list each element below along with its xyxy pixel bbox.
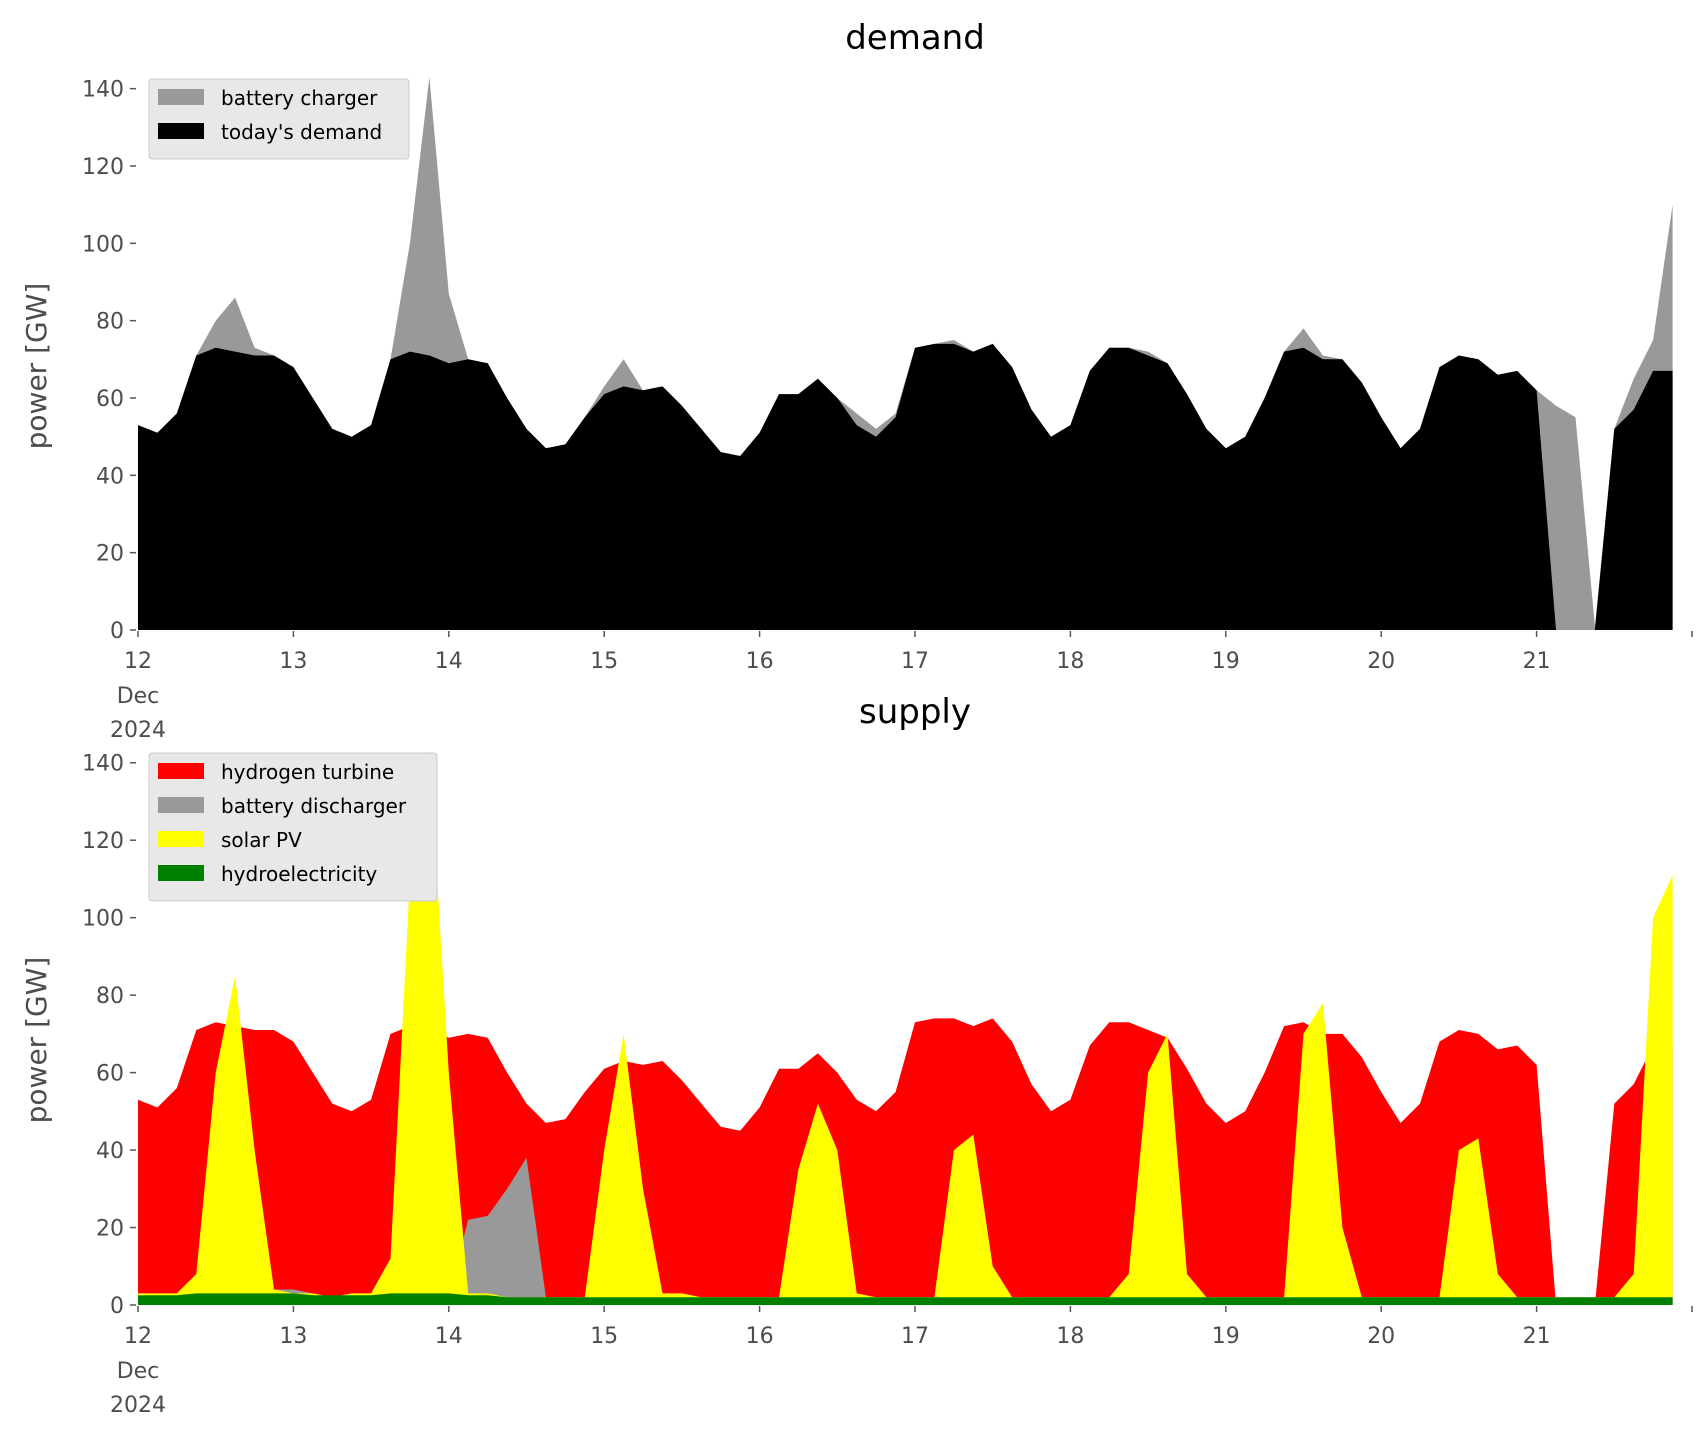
- demand-ylabel: power [GW]: [20, 283, 53, 450]
- legend-label: today's demand: [221, 120, 382, 144]
- x-tick-label: 13: [279, 649, 307, 674]
- area-battery-discharger: [138, 1157, 1673, 1305]
- x-tick-sublabel: Dec: [117, 1359, 160, 1384]
- y-tick-label: 140: [82, 752, 124, 777]
- x-tick-label: 19: [1212, 649, 1240, 674]
- y-tick-label: 120: [82, 155, 124, 180]
- y-tick-label: 120: [82, 829, 124, 854]
- supply-axes: 0 20 40 60 80 100 120 140 12 Dec 2024 13 14 15 16 17 18 1…: [82, 752, 1693, 1418]
- legend-box: [148, 752, 438, 902]
- x-tick-label: 18: [1056, 1324, 1084, 1349]
- supply-title: supply: [859, 692, 971, 732]
- legend-box: [148, 78, 410, 160]
- supply-ylabel: power [GW]: [20, 957, 53, 1124]
- y-tick-label: 80: [96, 984, 124, 1009]
- demand-legend: battery charger today's demand: [148, 78, 410, 160]
- demand-title: demand: [845, 18, 985, 58]
- y-tick-label: 20: [96, 1217, 124, 1242]
- x-tick-label: 12: [124, 649, 152, 674]
- legend-label: battery discharger: [221, 794, 407, 818]
- legend-swatch: [158, 763, 204, 779]
- y-tick-label: 0: [110, 619, 124, 644]
- supply-legend: hydrogen turbine battery discharger solar …: [148, 752, 438, 902]
- x-tick-label: 21: [1523, 1324, 1551, 1349]
- x-tick-label: 15: [590, 1324, 618, 1349]
- y-tick-label: 100: [82, 907, 124, 932]
- x-tick-label: 18: [1056, 649, 1084, 674]
- area-today-s-demand: [138, 343, 1673, 630]
- x-tick-label: 20: [1367, 649, 1395, 674]
- x-tick-label: 16: [746, 1324, 774, 1349]
- supply-areas: [138, 751, 1673, 1305]
- legend-label: hydroelectricity: [221, 862, 377, 886]
- x-tick-label: 16: [746, 649, 774, 674]
- x-tick-label: 21: [1523, 649, 1551, 674]
- y-tick-label: 40: [96, 464, 124, 489]
- legend-swatch: [158, 865, 204, 881]
- y-tick-label: 80: [96, 310, 124, 335]
- y-tick-label: 60: [96, 387, 124, 412]
- legend-label: hydrogen turbine: [221, 760, 394, 784]
- y-tick-label: 40: [96, 1139, 124, 1164]
- area-solar-pv: [138, 751, 1673, 1305]
- y-tick-label: 100: [82, 232, 124, 257]
- demand-panel: demand power [GW] 0 20 40 60 80 100 120 140 12 De…: [20, 18, 1693, 743]
- x-tick-label: 12: [124, 1324, 152, 1349]
- y-tick-label: 20: [96, 542, 124, 567]
- x-tick-label: 14: [435, 1324, 463, 1349]
- area-hydrogen-turbine: [138, 1018, 1673, 1305]
- y-tick-label: 0: [110, 1294, 124, 1319]
- x-tick-label: 17: [901, 1324, 929, 1349]
- y-tick-label: 60: [96, 1062, 124, 1087]
- legend-swatch: [158, 123, 204, 139]
- x-tick-label: 17: [901, 649, 929, 674]
- x-tick-label: 15: [590, 649, 618, 674]
- legend-label: battery charger: [221, 86, 378, 110]
- x-tick-sublabel: Dec: [117, 684, 160, 709]
- x-tick-sublabel: 2024: [110, 1393, 166, 1418]
- y-tick-label: 140: [82, 78, 124, 103]
- demand-areas: [138, 77, 1673, 631]
- area-hydroelectricity: [138, 1293, 1673, 1305]
- legend-swatch: [158, 89, 204, 105]
- x-tick-label: 13: [279, 1324, 307, 1349]
- x-tick-label: 14: [435, 649, 463, 674]
- x-tick-sublabel: 2024: [110, 718, 166, 743]
- legend-swatch: [158, 797, 204, 813]
- x-tick-label: 19: [1212, 1324, 1240, 1349]
- legend-label: solar PV: [221, 828, 302, 852]
- legend-swatch: [158, 831, 204, 847]
- x-tick-label: 20: [1367, 1324, 1395, 1349]
- demand-axes: 0 20 40 60 80 100 120 140 12 Dec 2024 13 14 15 16 17 18 1…: [82, 78, 1693, 743]
- supply-panel: supply power [GW] 0 20 40 60 80 100 120 140 12 De…: [20, 692, 1693, 1418]
